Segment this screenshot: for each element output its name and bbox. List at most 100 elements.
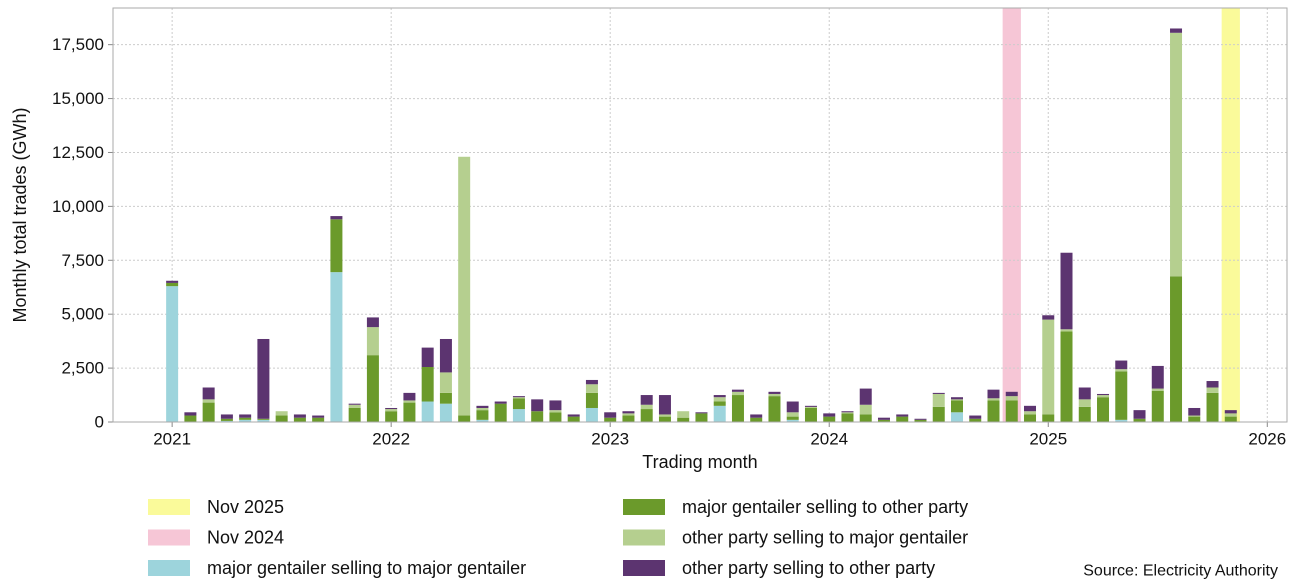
x-tick-label: 2026 — [1248, 430, 1286, 449]
y-tick-label: 2,500 — [61, 359, 104, 378]
bar-segment — [987, 400, 1000, 422]
bar-segment — [1133, 418, 1146, 422]
bar-segment — [512, 398, 525, 410]
bar-segment — [567, 414, 580, 417]
bar-segment — [1060, 331, 1073, 422]
bar-segment — [403, 402, 416, 422]
bar-segment — [823, 416, 836, 422]
bar-segment — [677, 411, 690, 418]
bar-segment — [1188, 407, 1201, 416]
bar-segment — [421, 347, 434, 368]
bar-segment — [202, 387, 215, 400]
x-tick-label: 2024 — [810, 430, 848, 449]
legend-label: other party selling to major gentailer — [682, 528, 968, 548]
bar-segment — [1005, 391, 1018, 397]
bar-segment — [768, 396, 781, 422]
legend-swatch — [623, 529, 665, 546]
bar-segment — [713, 397, 726, 402]
bar-segment — [531, 399, 544, 412]
bar-segment — [877, 417, 890, 420]
bar-segment — [604, 417, 617, 422]
bar-segment — [950, 399, 963, 401]
y-tick-label: 7,500 — [61, 251, 104, 270]
bar-segment — [257, 418, 270, 420]
bar-segment — [494, 403, 507, 422]
bar-segment — [403, 392, 416, 401]
y-tick-label: 5,000 — [61, 305, 104, 324]
bar-segment — [239, 417, 252, 420]
bar-segment — [987, 398, 1000, 401]
bar-segment — [312, 415, 325, 418]
bar-segment — [1151, 390, 1164, 422]
x-tick-label: 2025 — [1029, 430, 1067, 449]
highlight-band — [1002, 8, 1021, 422]
bar-segment — [1024, 414, 1037, 422]
bar-segment — [841, 413, 854, 422]
bar-segment — [768, 391, 781, 394]
bar-segment — [421, 401, 434, 422]
bar-segment — [896, 414, 909, 417]
bar-segment — [1115, 360, 1128, 370]
y-tick-label: 15,000 — [52, 89, 104, 108]
bar-segment — [531, 411, 544, 422]
bar-segment — [330, 219, 343, 273]
bar-segment — [476, 407, 489, 411]
bar-segment — [330, 272, 343, 422]
bar-segment — [695, 413, 708, 422]
bar-segment — [275, 411, 288, 416]
bar-segment — [1097, 397, 1110, 422]
plot-frame — [112, 7, 1288, 423]
bar-segment — [1170, 276, 1183, 422]
bar-segment — [1115, 369, 1128, 372]
bar-segment — [1042, 414, 1055, 422]
bar-segment — [750, 414, 763, 418]
x-tick-label: 2022 — [372, 430, 410, 449]
bar-segment — [950, 400, 963, 413]
bar-segment — [950, 412, 963, 422]
bar-segment — [1224, 413, 1237, 417]
bar-segment — [823, 413, 836, 417]
bar-segment — [348, 404, 361, 408]
bar-segment — [1005, 396, 1018, 401]
bar-segment — [695, 412, 708, 414]
bar-segment — [640, 395, 653, 405]
bar-segment — [622, 413, 635, 416]
bar-segment — [622, 415, 635, 422]
bar-segment — [366, 317, 379, 328]
bar-segment — [969, 415, 982, 419]
bar-segment — [184, 412, 197, 416]
bar-segment — [1024, 411, 1037, 415]
bar-segment — [1170, 32, 1183, 277]
bar-segment — [1024, 405, 1037, 412]
bar-segment — [969, 418, 982, 422]
bar-segment — [220, 418, 233, 421]
bar-segment — [841, 411, 854, 413]
bar-segment — [731, 395, 744, 422]
bar-segment — [896, 416, 909, 422]
legend-swatch — [623, 560, 665, 576]
bar-segment — [731, 389, 744, 392]
bar-segment — [859, 414, 872, 422]
bar-segment — [1206, 392, 1219, 422]
bar-segment — [1224, 416, 1237, 422]
bar-segment — [640, 409, 653, 422]
bar-segment — [640, 404, 653, 410]
bar-segment — [366, 327, 379, 356]
bar-segment — [567, 416, 580, 422]
x-tick-label: 2021 — [153, 430, 191, 449]
x-axis-label: Trading month — [642, 452, 757, 472]
bar-segment — [385, 411, 398, 422]
bar-segment — [348, 403, 361, 405]
bar-segment — [257, 419, 270, 422]
bar-segment — [1078, 399, 1091, 407]
bar-segment — [512, 396, 525, 398]
bar-segment — [604, 412, 617, 418]
bar-segment — [1060, 252, 1073, 330]
bar-segment — [804, 407, 817, 422]
bar-segment — [239, 414, 252, 418]
bar-segment — [293, 417, 306, 422]
highlight-band — [1221, 8, 1240, 422]
bar-segment — [658, 414, 671, 417]
bar-segment — [166, 286, 179, 422]
bar-segment — [476, 405, 489, 408]
